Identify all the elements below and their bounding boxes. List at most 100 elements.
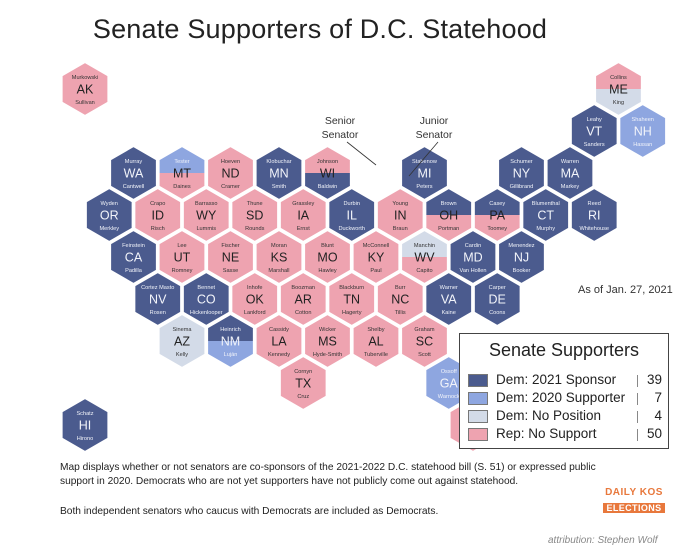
state-abbreviation: WV [414,251,435,265]
senior-senator-name: Reed [588,201,601,207]
junior-senator-name: Tuberville [364,352,388,358]
state-abbreviation: MO [317,251,337,265]
junior-senator-name: Ernst [297,226,311,232]
hex-outline [327,186,377,244]
hex-outline [569,102,619,160]
senior-senator-name: Murkowski [72,75,98,81]
state-abbreviation: MI [418,167,432,181]
senior-senator-name: Bennet [197,285,215,291]
junior-senator-name: Sullivan [75,100,95,106]
senior-senator-name: Schatz [76,411,93,417]
hex-outline [472,186,522,244]
junior-senator-name: Hyde-Smith [313,352,342,358]
senior-senator-name: Wicker [319,327,336,333]
hex-outline [569,186,619,244]
senior-senator-name: Thune [247,201,263,207]
state-hex-nm: Heinrich NM Luján [206,312,255,370]
hex-outline [351,312,401,370]
state-hex-ak: Murkowski AK Sullivan [60,60,110,118]
state-abbreviation: DE [489,293,506,307]
senior-senator-name: Graham [414,327,435,333]
hex-outline [594,60,643,118]
state-abbreviation: ID [151,209,164,223]
senior-senator-name: Burr [395,285,406,291]
junior-senator-name: Romney [172,268,193,274]
junior-senator-name: Rounds [245,226,264,232]
junior-senator-name: Hawley [318,268,337,274]
junior-senator-name: Rosen [150,310,166,316]
senior-senator-name: Sinema [173,327,193,333]
hex-outline [618,102,668,160]
senior-senator-name: Blunt [321,243,334,249]
state-abbreviation: WY [196,209,217,223]
legend-swatch [468,392,488,405]
senior-senator-name: Hoeven [221,159,240,165]
hex-outline [109,144,158,202]
state-abbreviation: AL [368,335,383,349]
logo-line2: ELECTIONS [603,503,665,513]
state-abbreviation: SC [416,335,433,349]
junior-senator-name: Whitehouse [579,226,609,232]
hex-outline [254,228,304,286]
hex-outline [400,312,449,370]
state-abbreviation: HI [79,419,92,433]
senior-senator-name: Young [392,201,408,207]
junior-senator-name: Merkley [99,226,119,232]
legend-divider [637,393,638,405]
hex-outline [497,144,546,202]
junior-senator-name: Daines [173,184,191,190]
senior-senator-name: Ossoff [441,369,458,375]
senior-senator-name: Stabenow [412,159,438,165]
state-abbreviation: NM [221,335,240,349]
state-abbreviation: AR [295,293,312,307]
as-of-date: As of Jan. 27, 2021 [578,284,673,296]
senior-senator-name: Menendez [508,243,534,249]
senior-senator-name: Collins [610,75,627,81]
daily-kos-elections-logo: DAILY KOS ELECTIONS [598,487,670,516]
state-abbreviation: TX [295,377,312,391]
senior-senator-name: Johnson [317,159,338,165]
junior-senator-name: Paul [370,268,381,274]
senior-senator-name: Manchin [414,243,435,249]
senior-senator-name: Lee [177,243,186,249]
state-abbreviation: MN [269,167,288,181]
state-abbreviation: CA [125,251,143,265]
legend-count: 7 [654,390,662,405]
state-abbreviation: AK [77,83,94,97]
hex-outline [84,186,134,244]
senior-senator-name: Brown [441,201,457,207]
hex-outline [254,312,304,370]
hex-outline [375,270,425,328]
state-hex-al: Shelby AL Tuberville [351,312,401,370]
junior-senator-name: Capito [416,268,432,274]
state-abbreviation: AZ [174,335,190,349]
junior-senator-name: King [613,100,624,106]
state-abbreviation: RI [588,209,601,223]
junior-senator-name: Warnock [438,394,460,400]
senior-senator-name: Cornyn [294,369,312,375]
state-abbreviation: GA [440,377,459,391]
junior-senator-name: Marshall [268,268,289,274]
hex-outline [60,396,110,454]
senior-senator-name: Casey [489,201,505,207]
hex-outline [230,270,280,328]
senior-senator-name: Cortez Masto [141,285,174,291]
junior-senator-name: Markey [561,184,580,190]
senior-senator-name: Klobuchar [266,159,291,165]
senior-senator-name: Boozman [291,285,315,291]
junior-senator-name: Luján [224,352,238,358]
hex-outline [472,270,522,328]
hex-outline [424,270,474,328]
senior-senator-name: Leahy [587,117,602,123]
state-abbreviation: NJ [514,251,529,265]
hex-outline [521,186,571,244]
state-abbreviation: WI [320,167,335,181]
legend-count: 50 [646,426,662,441]
junior-senator-name: Duckworth [339,226,365,232]
state-abbreviation: SD [246,209,263,223]
junior-senator-name: Baldwin [318,184,338,190]
state-hex-mi: Stabenow MI Peters [400,144,449,202]
legend-item-dem-2020: Dem: 2020 Supporter 7 [468,390,662,408]
junior-senator-name: Hagerty [342,310,362,316]
